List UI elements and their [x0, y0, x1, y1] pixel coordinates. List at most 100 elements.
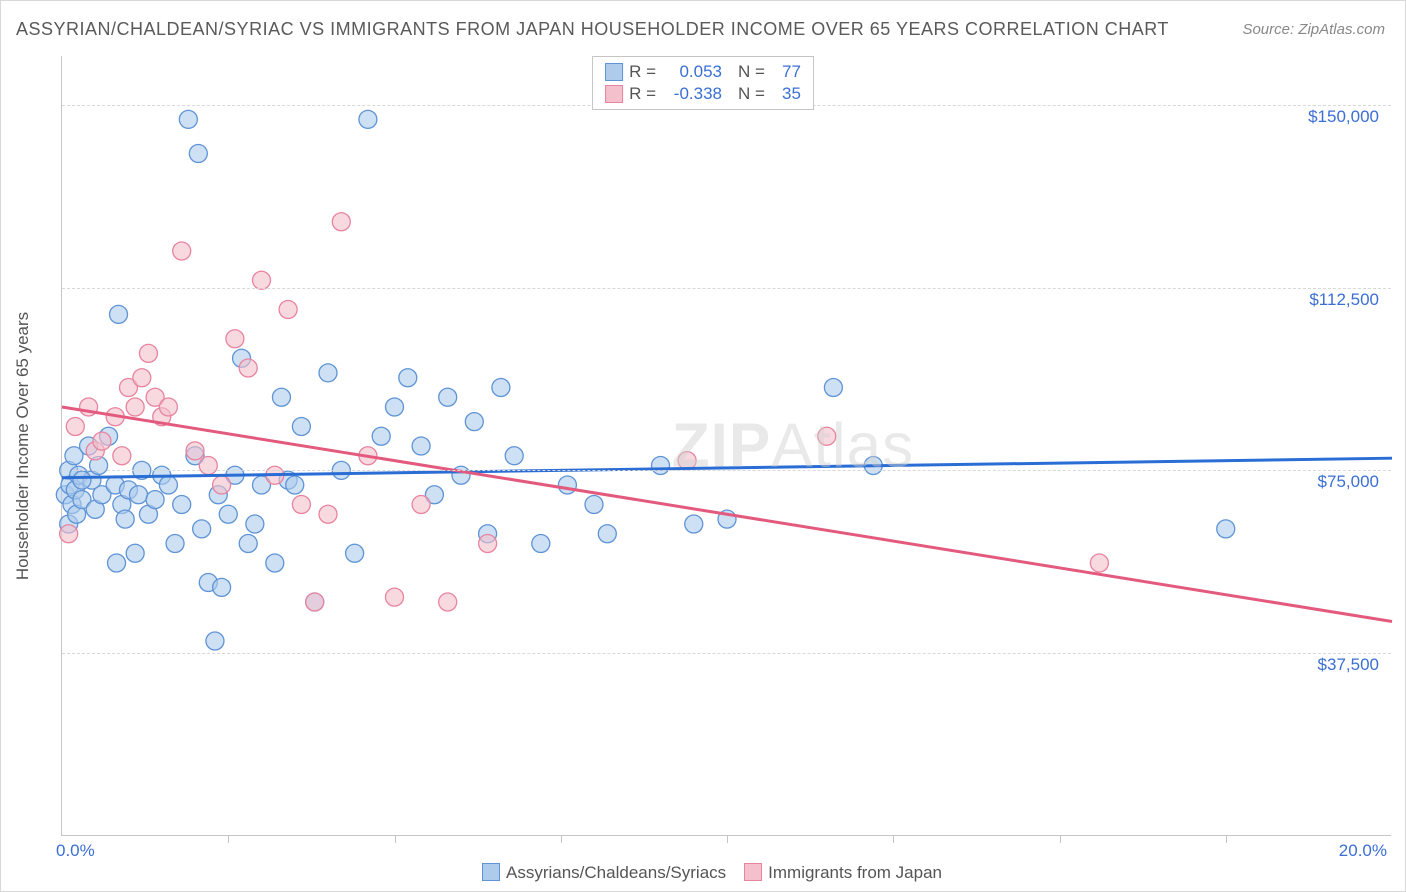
scatter-point	[386, 398, 404, 416]
scatter-point	[93, 432, 111, 450]
scatter-point	[479, 535, 497, 553]
scatter-point	[193, 520, 211, 538]
scatter-point	[239, 359, 257, 377]
stats-r-value: -0.338	[662, 84, 722, 104]
scatter-point	[253, 271, 271, 289]
ytick-label: $112,500	[1309, 290, 1379, 310]
scatter-point	[292, 496, 310, 514]
scatter-point	[66, 418, 84, 436]
scatter-point	[139, 344, 157, 362]
scatter-point	[286, 476, 304, 494]
xtick	[228, 835, 229, 843]
trend-line	[62, 407, 1392, 622]
scatter-point	[319, 364, 337, 382]
ytick-label: $75,000	[1318, 472, 1379, 492]
scatter-point	[532, 535, 550, 553]
scatter-point	[219, 505, 237, 523]
scatter-point	[272, 388, 290, 406]
chart-svg	[62, 56, 1391, 835]
scatter-point	[292, 418, 310, 436]
scatter-point	[412, 496, 430, 514]
scatter-point	[652, 457, 670, 475]
xtick	[727, 835, 728, 843]
scatter-point	[372, 427, 390, 445]
chart-container: ASSYRIAN/CHALDEAN/SYRIAC VS IMMIGRANTS F…	[0, 0, 1406, 892]
ytick-label: $37,500	[1318, 655, 1379, 675]
scatter-point	[133, 369, 151, 387]
scatter-point	[279, 301, 297, 319]
xtick	[1226, 835, 1227, 843]
scatter-point	[60, 525, 78, 543]
scatter-point	[685, 515, 703, 533]
scatter-point	[346, 544, 364, 562]
xtick	[893, 835, 894, 843]
scatter-point	[108, 554, 126, 572]
y-axis-label: Householder Income Over 65 years	[13, 312, 33, 580]
xtick	[561, 835, 562, 843]
scatter-point	[824, 379, 842, 397]
trend-line	[62, 458, 1392, 478]
scatter-point	[166, 535, 184, 553]
scatter-point	[159, 476, 177, 494]
scatter-point	[173, 496, 191, 514]
scatter-point	[678, 452, 696, 470]
scatter-point	[306, 593, 324, 611]
scatter-point	[598, 525, 616, 543]
stats-row: R = 0.053 N = 77	[597, 61, 809, 83]
source-attribution: Source: ZipAtlas.com	[1242, 21, 1385, 38]
scatter-point	[1217, 520, 1235, 538]
xtick-label-min: 0.0%	[56, 841, 95, 861]
scatter-point	[818, 427, 836, 445]
scatter-point	[110, 305, 128, 323]
gridline-h	[62, 288, 1391, 289]
legend-label: Immigrants from Japan	[768, 863, 942, 882]
bottom-legend: Assyrians/Chaldeans/Syriacs Immigrants fr…	[1, 863, 1405, 883]
stats-swatch	[605, 63, 623, 81]
scatter-point	[146, 491, 164, 509]
scatter-point	[558, 476, 576, 494]
scatter-point	[129, 486, 147, 504]
stats-n-value: 35	[771, 84, 801, 104]
xtick	[1060, 835, 1061, 843]
scatter-point	[73, 471, 91, 489]
scatter-point	[332, 213, 350, 231]
scatter-point	[179, 110, 197, 128]
xtick-label-max: 20.0%	[1339, 841, 1387, 861]
stats-row: R = -0.338 N = 35	[597, 83, 809, 105]
xtick	[395, 835, 396, 843]
scatter-point	[246, 515, 264, 533]
scatter-point	[412, 437, 430, 455]
stats-swatch	[605, 85, 623, 103]
scatter-point	[213, 476, 231, 494]
scatter-point	[189, 145, 207, 163]
scatter-point	[386, 588, 404, 606]
stats-r-value: 0.053	[662, 62, 722, 82]
scatter-point	[159, 398, 177, 416]
stats-n-label: N =	[738, 84, 765, 104]
scatter-point	[359, 110, 377, 128]
scatter-point	[266, 554, 284, 572]
scatter-point	[173, 242, 191, 260]
stats-r-label: R =	[629, 62, 656, 82]
scatter-point	[465, 413, 483, 431]
scatter-point	[116, 510, 134, 528]
stats-legend: R = 0.053 N = 77 R = -0.338 N = 35	[592, 56, 814, 110]
scatter-point	[206, 632, 224, 650]
scatter-point	[239, 535, 257, 553]
scatter-point	[585, 496, 603, 514]
ytick-label: $150,000	[1308, 107, 1379, 127]
scatter-point	[126, 544, 144, 562]
stats-n-label: N =	[738, 62, 765, 82]
legend-swatch	[482, 863, 500, 881]
stats-r-label: R =	[629, 84, 656, 104]
scatter-point	[126, 398, 144, 416]
stats-n-value: 77	[771, 62, 801, 82]
scatter-point	[505, 447, 523, 465]
scatter-point	[113, 447, 131, 465]
scatter-point	[492, 379, 510, 397]
chart-title: ASSYRIAN/CHALDEAN/SYRIAC VS IMMIGRANTS F…	[16, 19, 1169, 40]
plot-area: ZIPAtlas $37,500$75,000$112,500$150,000	[61, 56, 1391, 836]
legend-label: Assyrians/Chaldeans/Syriacs	[506, 863, 726, 882]
gridline-h	[62, 470, 1391, 471]
scatter-point	[213, 578, 231, 596]
